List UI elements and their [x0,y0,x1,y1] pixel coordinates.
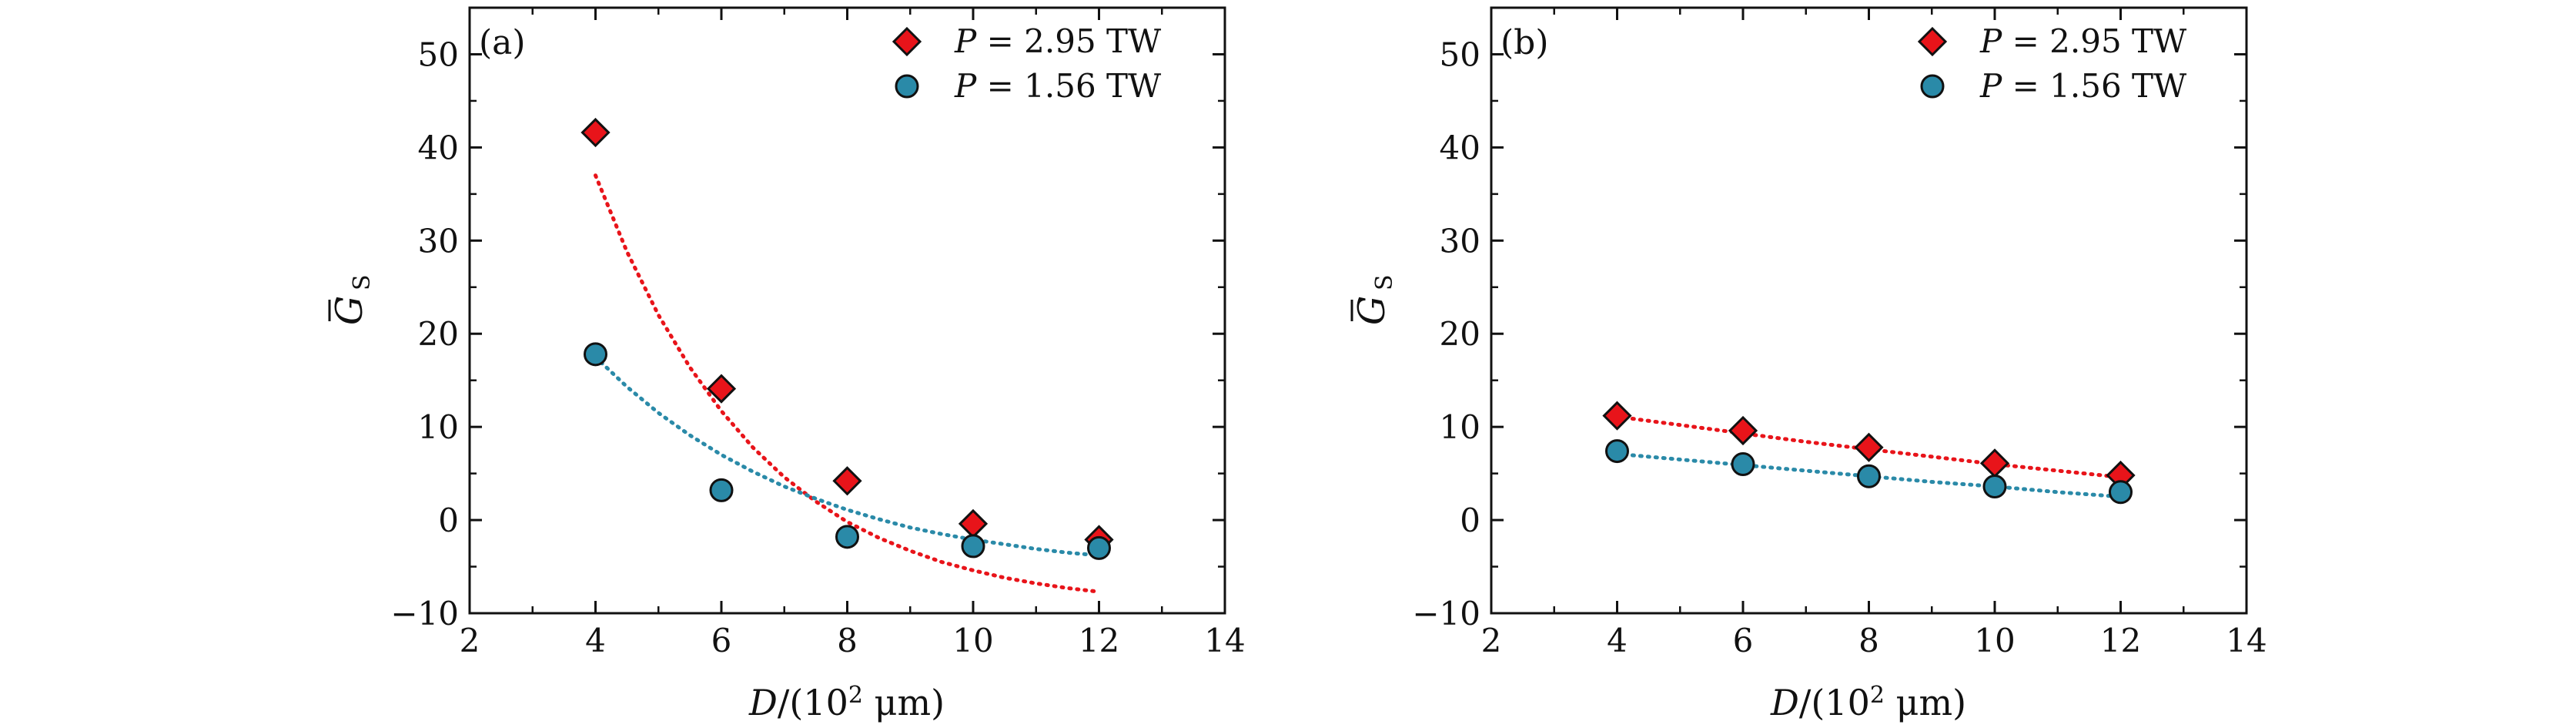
x-tick-label: 6 [711,622,732,659]
x-tick-label: 2 [1481,622,1502,659]
y-axis-label-b: G S [1350,274,1398,325]
data-point-teal [584,342,607,367]
y-axis-label-a: G S [328,274,376,325]
x-tick-label: 14 [1204,622,1245,659]
legend-label-teal: P = 1.56 TW [954,67,1162,105]
legend-label-teal: P = 1.56 TW [1979,67,2187,105]
x-tick-label: 2 [460,622,480,659]
x-tick-label: 4 [585,622,606,659]
data-point-teal [961,534,985,559]
data-point-red [580,117,611,148]
data-point-red [958,508,989,539]
panel-b: 2 4 6 8 10 12 14 −10 0 10 20 30 40 50 (b) P = 2.95 TW… [1350,6,2267,723]
y-tick-label: 40 [1440,129,1480,166]
x-tick-label: 8 [1858,622,1879,659]
x-tick-label: 6 [1733,622,1754,659]
x-tick-label: 12 [2100,622,2141,659]
legend-item-red [892,26,922,57]
legend-marker-teal [895,74,919,99]
y-tick-label: −10 [390,595,459,632]
fit-curve-teal [594,355,1101,558]
x-tick-label: 4 [1607,622,1628,659]
legend-a: P = 2.95 TW P = 1.56 TW [892,22,1162,105]
x-axis-label-b: D/(102 μm) [1770,682,1966,723]
svg-text:S: S [349,274,376,290]
svg-text:G: G [1350,296,1393,325]
y-tick-label: 50 [1440,35,1480,73]
y-tick-label: 10 [418,408,459,446]
y-tick-label: 0 [438,502,459,539]
data-point-teal [1605,439,1629,464]
legend-item-teal [895,74,919,99]
panel-label-a: (a) [479,23,526,62]
data-point-red [1728,415,1758,446]
y-tick-label: 40 [418,129,459,166]
y-tick-label: 30 [418,222,459,260]
x-tick-label: 8 [837,622,858,659]
legend-marker-teal [1920,74,1945,99]
x-axis-label-a: D/(102 μm) [748,682,945,723]
y-tick-label: 20 [1440,315,1480,353]
y-tick-label: −10 [1412,595,1480,632]
data-point-teal [1087,535,1111,560]
legend-marker-red [892,26,922,57]
data-point-red [706,374,737,404]
data-point-red [832,466,862,496]
data-point-teal [1982,475,2007,499]
legend-marker-red [1917,26,1948,57]
data-point-red [1602,401,1632,431]
x-tick-label: 10 [952,622,993,659]
legend-label-red: P = 2.95 TW [954,22,1162,60]
svg-text:S: S [1371,274,1398,290]
y-tick-label: 10 [1440,408,1480,446]
fit-curve-red [594,173,1101,594]
data-point-red [1854,432,1884,462]
y-tick-label: 0 [1460,502,1480,539]
y-tick-label: 20 [418,315,459,353]
x-tick-label: 12 [1079,622,1119,659]
data-point-teal [835,525,859,549]
panel-a: 2 4 6 8 10 12 14 −10 0 10 20 30 40 50 (a) P = 2.95 TW… [328,6,1246,723]
x-tick-label: 10 [1974,622,2015,659]
data-point-teal [2109,480,2133,505]
legend-item-teal [1920,74,1945,99]
data-point-teal [1857,464,1881,488]
svg-text:G: G [328,296,371,325]
legend-b: P = 2.95 TW P = 1.56 TW [1917,22,2187,105]
data-point-teal [709,478,734,502]
panel-label-b: (b) [1500,23,1549,62]
legend-label-red: P = 2.95 TW [1979,22,2187,60]
data-point-red [1979,448,2010,478]
data-point-teal [1731,452,1755,477]
y-tick-label: 30 [1440,222,1480,260]
legend-item-red [1917,26,1948,57]
x-tick-label: 14 [2226,622,2267,659]
y-tick-label: 50 [418,35,459,73]
